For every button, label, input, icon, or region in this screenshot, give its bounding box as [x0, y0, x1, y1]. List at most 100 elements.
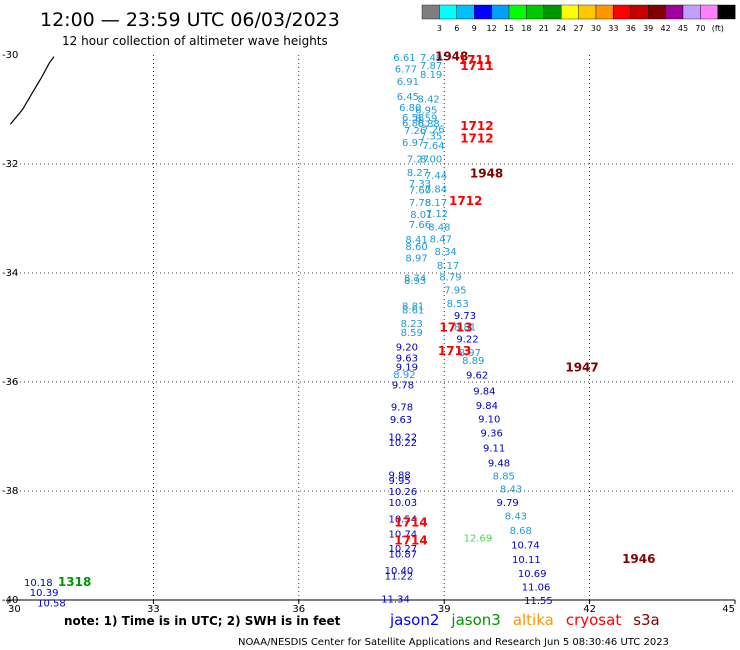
wave-height-label: 8.59 [415, 114, 437, 125]
wave-height-label: 6.80 [399, 103, 421, 114]
colorbar-swatch [474, 4, 492, 20]
colorbar-swatch [578, 4, 597, 20]
x-tick-label: 42 [583, 604, 596, 615]
time-label: 1712 [460, 131, 493, 145]
wave-height-label: 10.74 [388, 530, 417, 541]
wave-height-label: 8.61 [402, 306, 424, 317]
y-tick-label: -40 [2, 595, 18, 606]
time-label: 1712 [449, 194, 482, 208]
wave-height-label: 9.84 [473, 387, 495, 398]
colorbar-label: 15 [504, 24, 514, 33]
wave-height-label: 10.03 [388, 498, 417, 509]
y-tick-label: -36 [2, 377, 18, 388]
wave-height-label: 10.26 [388, 487, 417, 498]
wave-height-label: 8.85 [493, 472, 515, 483]
wave-height-label: 7.33 [409, 179, 431, 190]
chart-subtitle: 12 hour collection of altimeter wave hei… [62, 34, 328, 48]
colorbar-label: 3 [437, 24, 442, 33]
wave-height-label: 6.45 [397, 92, 419, 103]
x-tick-label: 36 [292, 604, 305, 615]
wave-height-label: 8.68 [510, 526, 532, 537]
wave-height-label: 8.53 [447, 299, 469, 310]
colorbar-swatch [561, 4, 579, 20]
time-label: 1948 [435, 50, 468, 64]
wave-height-label: 6.91 [397, 77, 419, 88]
colorbar-swatch [439, 4, 457, 20]
wave-height-label: 7.78 [409, 198, 431, 209]
wave-height-label: 10.54 [388, 514, 417, 525]
colorbar-legend: 3 6 9 12 15 18 21 24 27 30 33 36 39 42 45 70 (ft) [421, 4, 736, 33]
wave-height-label: 7.66 [409, 220, 431, 231]
time-label: 1946 [622, 552, 655, 566]
wave-height-label: 6.61 [393, 53, 415, 64]
wave-height-label: 9.62 [466, 370, 488, 381]
colorbar-swatch [648, 4, 666, 20]
wave-height-label: 11.55 [524, 596, 553, 607]
colorbar-label: 33 [608, 24, 618, 33]
x-tick-label: 39 [438, 604, 451, 615]
wave-height-label: 8.59 [401, 328, 423, 339]
colorbar-swatch [630, 4, 649, 20]
x-tick-label: 33 [147, 604, 160, 615]
time-label: 1712 [460, 119, 493, 133]
wave-height-label: 9.88 [388, 471, 410, 482]
wave-height-label: 7.60 [409, 186, 431, 197]
colorbar-label: 24 [556, 24, 566, 33]
wave-height-label: 7.95 [444, 285, 466, 296]
mission-name: jason2 [389, 611, 439, 629]
wave-height-label: 8.19 [420, 70, 442, 81]
time-label: 1713 [438, 344, 471, 358]
mission-name: cryosat [566, 611, 621, 629]
wave-height-label: 8.48 [428, 223, 450, 234]
colorbar-swatch [682, 4, 701, 20]
wave-height-label: 11.06 [522, 582, 551, 593]
wave-height-label: 10.22 [388, 433, 417, 444]
time-label: 1713 [439, 321, 472, 335]
wave-height-label: 8.60 [405, 242, 427, 253]
wave-height-label: 8.89 [462, 356, 484, 367]
wave-height-label: 8.92 [393, 370, 415, 381]
wave-height-label: 6.58 [402, 113, 424, 124]
wave-height-label: 8.43 [500, 484, 522, 495]
wave-height-label: 10.74 [511, 540, 540, 551]
colorbar-swatch [613, 4, 632, 20]
plot-grid [8, 55, 735, 600]
wave-height-label: 6.97 [402, 138, 424, 149]
x-tick-label: 45 [722, 604, 735, 615]
wave-height-label: 9.36 [481, 429, 503, 440]
colorbar-label: 6 [454, 24, 459, 33]
colorbar-label: 42 [661, 24, 671, 33]
wave-height-label: 7.44 [425, 171, 447, 182]
mission-name: altika [513, 611, 554, 629]
wave-height-label: 10.18 [24, 578, 53, 589]
wave-height-label: 8.81 [402, 302, 424, 313]
coastline [9, 56, 55, 125]
wave-height-label: 8.27 [407, 168, 429, 179]
wave-height-label: 10.87 [388, 550, 417, 561]
time-label: 1714 [394, 534, 427, 548]
wave-height-label: 10.22 [388, 438, 417, 449]
wave-height-label: 7.27 [407, 155, 429, 166]
coastline-line [9, 56, 55, 125]
mission-name: s3a [633, 611, 660, 629]
footer-credit: NOAA/NESDIS Center for Satellite Applica… [238, 637, 669, 648]
colorbar-label: 45 [678, 24, 688, 33]
colorbar-label: 70 [695, 24, 705, 33]
wave-height-label: 6.95 [415, 106, 437, 117]
mission-legend: jason2 jason3 altika cryosat s3a [389, 611, 660, 629]
colorbar-swatch [543, 4, 562, 20]
wave-height-label: 8.97 [405, 254, 427, 265]
time-label: 1714 [394, 516, 427, 530]
wave-height-label: 7.26 [422, 125, 444, 136]
chart-title: 12:00 — 23:59 UTC 06/03/2023 [40, 9, 340, 31]
wave-height-label: 9.95 [388, 476, 410, 487]
wave-height-label: 10.40 [385, 566, 414, 577]
wave-height-label: 9.73 [454, 311, 476, 322]
colorbar-label: 18 [521, 24, 531, 33]
wave-height-label: 8.34 [435, 247, 457, 258]
wave-height-label: 6.88 [402, 119, 424, 130]
colorbar-label: 39 [643, 24, 653, 33]
plot-axes: 30 33 36 39 42 45 -30 -32 -34 -36 -38 -40 [2, 50, 736, 615]
wave-height-label: 11.22 [385, 571, 414, 582]
